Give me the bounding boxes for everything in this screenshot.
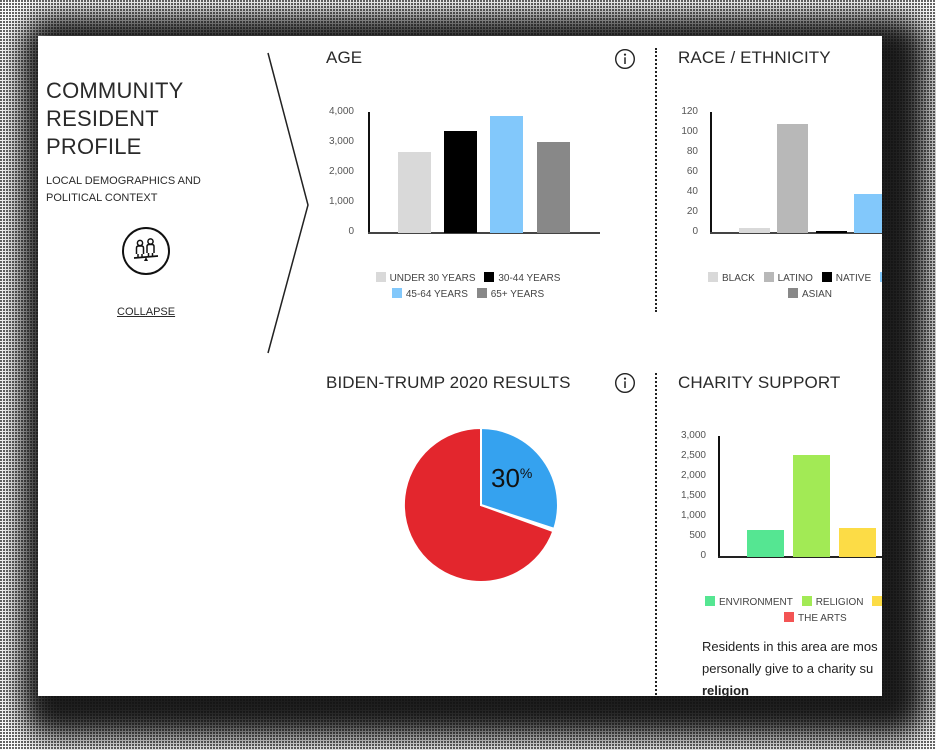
y-tick: 0 <box>348 226 354 237</box>
bar-v-category[interactable] <box>839 528 876 557</box>
collapse-link[interactable]: COLLAPSE <box>117 306 176 318</box>
x-axis <box>718 556 882 558</box>
bar-black[interactable] <box>739 228 770 233</box>
election-card-title: BIDEN-TRUMP 2020 RESULTS <box>326 373 571 392</box>
charity-card-title: CHARITY SUPPORT <box>678 373 841 392</box>
y-tick: 0 <box>700 550 706 561</box>
pie-percentage-label: 30% <box>491 463 533 493</box>
legend-item: 30-44 YEARS <box>484 271 560 287</box>
y-axis <box>368 112 370 234</box>
y-tick: 80 <box>686 146 698 157</box>
dotted-divider-bottom <box>655 373 657 696</box>
legend-item: ENVIRONMENT <box>705 595 793 611</box>
y-tick: 1,500 <box>680 490 706 501</box>
age-legend: UNDER 30 YEARS 30-44 YEARS 45-64 YEARS 6… <box>338 271 598 303</box>
legend-item: ASIAN <box>788 287 832 303</box>
election-pie-chart: 30% <box>401 425 561 585</box>
y-tick: 3,000 <box>328 136 354 147</box>
charity-legend: ENVIRONMENT RELIGION V THE ARTS <box>702 595 882 627</box>
y-tick: 4,000 <box>328 106 354 117</box>
legend-item: LATINO <box>763 271 813 287</box>
profile-title: COMMUNITY RESIDENT PROFILE <box>46 77 256 161</box>
subtitle-line: LOCAL DEMOGRAPHICS AND <box>46 175 201 187</box>
bar-environment[interactable] <box>747 530 784 557</box>
y-tick: 500 <box>689 530 706 541</box>
legend-item: THE ARTS <box>784 611 847 627</box>
dotted-divider-top <box>655 48 657 312</box>
bar-religion[interactable] <box>793 455 830 557</box>
bar-65-plus[interactable] <box>537 142 570 233</box>
bar-native[interactable] <box>816 231 847 233</box>
pie-slice-trump[interactable] <box>402 426 555 583</box>
legend-item: V <box>872 595 882 611</box>
bar-latino[interactable] <box>777 124 808 233</box>
title-line: PROFILE <box>46 134 142 159</box>
info-icon[interactable] <box>614 48 636 70</box>
legend-item: RELIGION <box>801 595 863 611</box>
x-axis <box>368 232 600 234</box>
y-tick: 60 <box>686 166 698 177</box>
bar-30-44[interactable] <box>444 131 477 233</box>
y-axis <box>718 436 720 558</box>
x-axis <box>710 232 882 234</box>
y-tick: 2,000 <box>680 470 706 481</box>
y-tick: 2,000 <box>328 166 354 177</box>
pie-slice-biden[interactable] <box>480 426 559 531</box>
info-icon[interactable] <box>614 372 636 394</box>
legend-item: UNDER 30 YEARS <box>375 271 476 287</box>
y-tick: 0 <box>692 226 698 237</box>
bar-blue-category[interactable] <box>854 194 882 233</box>
legend-item: 65+ YEARS <box>476 287 544 303</box>
y-tick: 20 <box>686 206 698 217</box>
charity-description: Residents in this area are mos personall… <box>702 636 882 696</box>
legend-item: 45-64 YEARS <box>391 287 468 303</box>
title-line: RESIDENT <box>46 106 159 131</box>
profile-subtitle: LOCAL DEMOGRAPHICS AND POLITICAL CONTEXT <box>46 173 246 207</box>
text-line: Residents in this area are mos <box>702 639 878 654</box>
race-card-title: RACE / ETHNICITY <box>678 48 831 67</box>
y-tick: 40 <box>686 186 698 197</box>
bar-under-30[interactable] <box>398 152 431 233</box>
y-tick: 120 <box>681 106 698 117</box>
title-line: COMMUNITY <box>46 78 184 103</box>
subtitle-line: POLITICAL CONTEXT <box>46 192 158 204</box>
community-seesaw-icon <box>121 226 171 276</box>
community-profile-panel: COMMUNITY RESIDENT PROFILE LOCAL DEMOGRA… <box>38 36 882 696</box>
legend-item: NATIVE <box>821 271 871 287</box>
y-tick: 100 <box>681 126 698 137</box>
y-tick: 2,500 <box>680 450 706 461</box>
legend-item <box>879 271 882 287</box>
y-axis <box>710 112 712 234</box>
age-card-title: AGE <box>326 48 363 67</box>
legend-item: BLACK <box>708 271 755 287</box>
y-tick: 3,000 <box>680 430 706 441</box>
bar-45-64[interactable] <box>490 116 523 233</box>
y-tick: 1,000 <box>328 196 354 207</box>
race-legend: BLACK LATINO NATIVE ASIAN <box>702 271 882 303</box>
y-tick: 1,000 <box>680 510 706 521</box>
text-line: personally give to a charity su <box>702 661 874 676</box>
highlight-religion: religion <box>702 683 749 696</box>
